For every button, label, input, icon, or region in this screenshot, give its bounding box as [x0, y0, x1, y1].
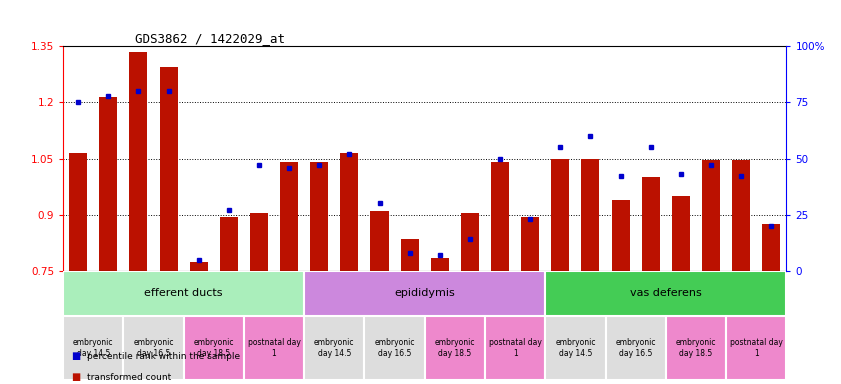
Bar [280, 162, 298, 271]
Bar [310, 162, 328, 271]
Bar [370, 211, 389, 271]
Bar [762, 224, 780, 271]
Bar [364, 316, 425, 380]
Bar [63, 316, 124, 380]
Bar [431, 258, 449, 271]
Text: percentile rank within the sample: percentile rank within the sample [87, 352, 240, 361]
Bar [666, 316, 726, 380]
Bar [304, 316, 364, 380]
Text: embryonic
day 16.5: embryonic day 16.5 [133, 338, 174, 358]
Bar [551, 159, 569, 271]
Bar [642, 177, 659, 271]
Text: ■: ■ [71, 372, 81, 382]
Text: embryonic
day 16.5: embryonic day 16.5 [616, 338, 656, 358]
Bar [702, 161, 720, 271]
Text: epididymis: epididymis [394, 288, 455, 298]
Text: embryonic
day 14.5: embryonic day 14.5 [73, 338, 114, 358]
Text: ■: ■ [71, 351, 81, 361]
Bar [250, 213, 268, 271]
Bar [672, 196, 690, 271]
Bar [485, 316, 545, 380]
Bar [160, 67, 177, 271]
Bar [304, 271, 545, 316]
Text: embryonic
day 16.5: embryonic day 16.5 [374, 338, 415, 358]
Text: embryonic
day 18.5: embryonic day 18.5 [675, 338, 717, 358]
Text: embryonic
day 14.5: embryonic day 14.5 [314, 338, 355, 358]
Bar [341, 153, 358, 271]
Bar [545, 316, 606, 380]
Text: embryonic
day 18.5: embryonic day 18.5 [193, 338, 234, 358]
Text: vas deferens: vas deferens [630, 288, 701, 298]
Text: GDS3862 / 1422029_at: GDS3862 / 1422029_at [135, 32, 285, 45]
Bar [611, 200, 630, 271]
Text: postnatal day
1: postnatal day 1 [247, 338, 300, 358]
Bar [183, 316, 244, 380]
Bar [244, 316, 304, 380]
Bar [491, 162, 509, 271]
Bar [189, 262, 208, 271]
Text: embryonic
day 14.5: embryonic day 14.5 [555, 338, 595, 358]
Bar [606, 316, 666, 380]
Bar [726, 316, 786, 380]
Bar [581, 159, 600, 271]
Bar [124, 316, 183, 380]
Text: postnatal day
1: postnatal day 1 [489, 338, 542, 358]
Bar [461, 213, 479, 271]
Bar [400, 239, 419, 271]
Bar [130, 52, 147, 271]
Bar [425, 316, 485, 380]
Bar [69, 153, 87, 271]
Text: efferent ducts: efferent ducts [145, 288, 223, 298]
Bar [99, 97, 117, 271]
Bar [545, 271, 786, 316]
Bar [732, 161, 750, 271]
Text: postnatal day
1: postnatal day 1 [730, 338, 783, 358]
Text: embryonic
day 18.5: embryonic day 18.5 [435, 338, 475, 358]
Bar [521, 217, 539, 271]
Bar [63, 271, 304, 316]
Bar [220, 217, 238, 271]
Text: transformed count: transformed count [87, 373, 171, 382]
